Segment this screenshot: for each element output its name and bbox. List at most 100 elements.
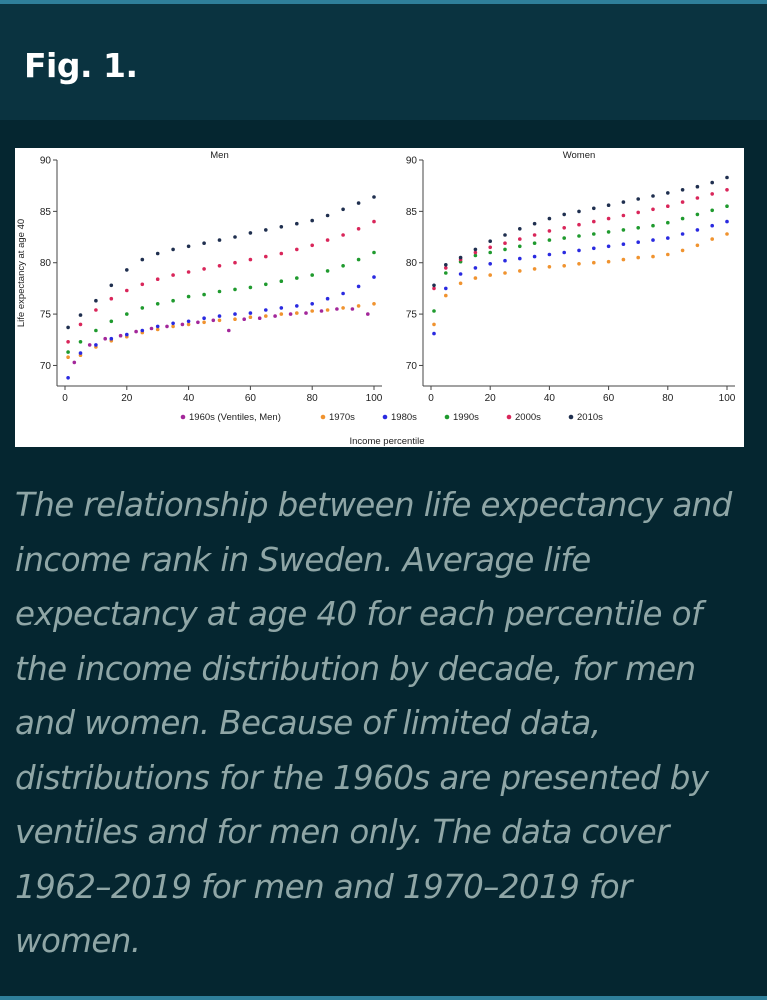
data-point — [621, 242, 626, 246]
data-point — [473, 266, 478, 270]
data-point — [710, 192, 714, 196]
data-point — [325, 269, 330, 273]
data-point — [264, 254, 268, 259]
data-point — [432, 322, 436, 327]
data-point — [295, 304, 299, 308]
figure-caption: The relationship between life expectancy… — [15, 486, 732, 960]
data-point — [248, 257, 253, 262]
data-point — [666, 204, 670, 208]
data-point — [577, 209, 581, 214]
data-point — [171, 324, 175, 329]
data-point — [248, 315, 253, 319]
data-point — [562, 236, 566, 240]
data-point — [279, 251, 284, 256]
y-tick-label: 70 — [40, 361, 52, 372]
data-point — [248, 231, 253, 235]
legend-label: 1980s — [391, 412, 417, 423]
data-point — [233, 287, 237, 292]
data-point — [372, 250, 376, 255]
panel-title-women: Women — [563, 150, 596, 161]
data-point — [227, 328, 231, 333]
data-point — [503, 247, 507, 252]
data-point — [202, 241, 206, 245]
data-point — [233, 317, 237, 321]
data-point — [180, 322, 185, 327]
x-tick-label: 60 — [603, 393, 615, 404]
data-point — [473, 253, 478, 258]
data-point — [518, 244, 522, 249]
y-tick-label: 90 — [40, 156, 52, 167]
data-point — [606, 244, 611, 249]
x-tick-label: 0 — [428, 393, 434, 404]
data-point — [444, 263, 448, 267]
data-point — [109, 319, 114, 324]
legend-marker — [444, 414, 450, 420]
data-point — [488, 250, 493, 255]
data-point — [372, 302, 376, 306]
data-point — [547, 216, 552, 221]
data-point — [695, 196, 700, 200]
data-point — [134, 329, 138, 334]
data-point — [295, 276, 299, 280]
x-axis-label: Income percentile — [350, 436, 425, 447]
y-tick-label: 75 — [40, 310, 52, 321]
x-tick-label: 80 — [307, 393, 319, 404]
data-point — [109, 336, 114, 341]
data-point — [149, 326, 154, 331]
y-axis-label: Life expectancy at age 40 — [16, 219, 27, 327]
x-tick-label: 20 — [485, 393, 497, 404]
data-point — [432, 331, 436, 336]
figure-label: Fig. 1. — [24, 46, 138, 85]
data-point — [621, 213, 626, 218]
data-point — [432, 286, 436, 291]
data-point — [125, 332, 129, 337]
data-point — [577, 222, 581, 227]
data-point — [503, 258, 507, 263]
data-point — [695, 212, 700, 217]
data-point — [171, 247, 175, 252]
legend-marker — [506, 414, 512, 420]
data-point — [103, 336, 107, 341]
x-tick-label: 60 — [245, 393, 257, 404]
data-point — [66, 340, 70, 344]
y-tick-label: 90 — [406, 156, 418, 167]
data-point — [725, 188, 729, 192]
y-tick-label: 80 — [40, 258, 52, 269]
data-point — [666, 191, 670, 195]
data-point — [78, 351, 83, 355]
x-tick-label: 100 — [719, 393, 736, 404]
data-point — [273, 314, 277, 318]
data-point — [621, 228, 626, 232]
x-tick-label: 20 — [121, 393, 133, 404]
data-point — [140, 257, 145, 262]
data-point — [233, 235, 237, 239]
data-point — [310, 243, 315, 248]
data-point — [532, 267, 537, 271]
data-point — [279, 279, 284, 283]
x-tick-label: 100 — [366, 393, 383, 404]
data-point — [503, 233, 507, 237]
data-point — [109, 283, 114, 288]
data-point — [547, 265, 552, 269]
data-point — [217, 238, 222, 242]
data-point — [606, 216, 611, 221]
data-point — [636, 255, 640, 260]
data-point — [577, 248, 581, 253]
data-point — [356, 284, 361, 289]
data-point — [680, 216, 685, 221]
data-point — [651, 207, 655, 212]
data-point — [325, 238, 330, 242]
data-point — [710, 208, 714, 213]
data-point — [211, 318, 216, 323]
data-point — [562, 264, 566, 268]
data-point — [202, 292, 206, 297]
data-point — [165, 324, 169, 329]
data-point — [592, 219, 596, 224]
data-point — [547, 229, 552, 233]
legend-label: 1990s — [453, 412, 479, 423]
data-point — [444, 266, 448, 270]
data-point — [356, 201, 361, 205]
data-point — [78, 340, 83, 344]
legend-marker — [180, 414, 186, 420]
data-point — [432, 283, 436, 288]
